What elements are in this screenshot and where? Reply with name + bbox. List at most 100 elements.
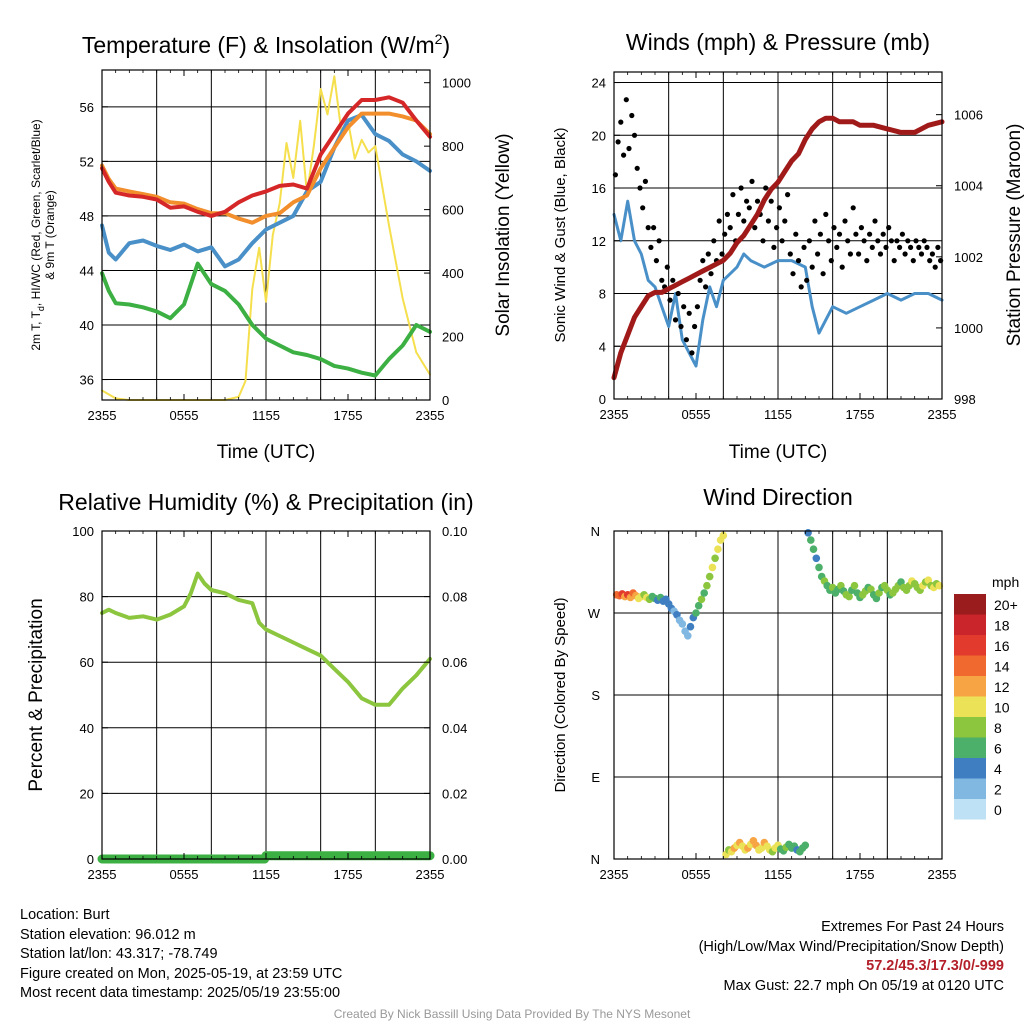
gust-point — [858, 225, 865, 231]
gust-point — [765, 218, 772, 224]
wind-direction-point — [850, 581, 859, 590]
legend-swatch — [954, 696, 986, 717]
y-tick-label: W — [588, 606, 601, 621]
gust-point — [752, 225, 758, 231]
x-tick-label: 0555 — [170, 408, 199, 423]
gust-point — [899, 231, 906, 237]
y2-tick-label: 600 — [442, 203, 464, 218]
gust-point — [905, 238, 911, 244]
y-tick-label: 52 — [80, 154, 94, 169]
y-tick-label: 16 — [592, 181, 606, 196]
gust-point — [877, 251, 884, 257]
gust-point — [705, 251, 711, 257]
gust-point — [697, 277, 703, 283]
gust-point — [637, 185, 643, 191]
humidity-plot-axes: 2355 0555 1155 1755 23550204060801000.000.02… — [72, 524, 467, 882]
direction-panel: Wind Direction 2355 0555 1155 1755 2355NESWN… — [552, 484, 1019, 882]
gust-point — [801, 244, 807, 250]
gust-point — [708, 271, 714, 277]
gust-point — [921, 238, 927, 244]
y2-tick-label: 0.10 — [442, 524, 467, 539]
dewpoint-line — [100, 261, 432, 378]
wind-direction-point — [684, 632, 692, 640]
heat-index-windchill-line — [100, 113, 432, 269]
temperature-2m-line — [100, 95, 432, 218]
gust-point — [763, 185, 769, 191]
gust-point — [640, 205, 646, 211]
gust-point — [749, 178, 755, 184]
legend-label: 20+ — [994, 597, 1018, 613]
legend-label: 18 — [994, 618, 1010, 634]
y2-tick-label: 998 — [954, 392, 976, 407]
gust-point — [689, 350, 695, 356]
humidity-panel-title: Relative Humidity (%) & Precipitation (i… — [58, 489, 473, 515]
gust-point — [700, 258, 706, 264]
gust-point — [735, 211, 742, 217]
gust-point — [795, 258, 802, 264]
temperature-ylabel-right: Solar Insolation (Yellow) — [493, 133, 514, 336]
sonic-wind-line — [612, 199, 944, 368]
wind-direction-point — [801, 841, 810, 850]
temperature-xlabel: Time (UTC) — [217, 442, 316, 463]
gust-point — [754, 198, 761, 204]
gust-point — [880, 231, 886, 237]
y2-tick-label: 400 — [442, 266, 464, 281]
gust-point — [927, 258, 933, 264]
station-info: Location: Burt Station elevation: 96.012… — [20, 906, 342, 1004]
gust-point — [913, 238, 919, 244]
wind-direction-point — [697, 595, 706, 604]
gust-point — [664, 264, 670, 270]
x-tick-label: 2355 — [928, 407, 957, 422]
recent-timestamp: Most recent data timestamp: 2025/05/19 2… — [20, 985, 341, 1001]
wind-direction-point — [694, 601, 703, 610]
gust-point — [703, 284, 709, 290]
gust-point — [670, 277, 676, 283]
figure-created: Figure created on Mon, 2025-05-19, at 23… — [20, 965, 343, 982]
y-tick-label: 24 — [592, 76, 606, 91]
gust-point — [847, 251, 854, 257]
gust-point — [924, 244, 930, 250]
y-tick-label: 0 — [599, 392, 606, 407]
direction-panel-title: Wind Direction — [703, 484, 853, 510]
x-tick-label: 0555 — [682, 867, 711, 882]
temperature-ylabel-left-line1: 2m T, Td, HI/WC (Red, Green, Scarlet/Blu… — [29, 119, 46, 350]
y-tick-label: S — [591, 688, 600, 703]
gust-point — [623, 97, 629, 103]
gust-point — [629, 112, 635, 119]
gust-point — [836, 231, 843, 237]
gust-point — [722, 231, 728, 237]
gust-point — [809, 264, 815, 270]
y-tick-label: 36 — [80, 373, 94, 388]
wind-direction-point — [711, 554, 719, 563]
gust-point — [678, 323, 684, 330]
direction-plot-points — [612, 529, 944, 859]
x-tick-label: 1155 — [764, 407, 792, 422]
temperature-ylabel-left-line2: & 9m T (Orange) — [43, 190, 57, 280]
gust-point — [724, 211, 731, 217]
gust-point — [659, 277, 665, 283]
legend-swatch — [954, 655, 986, 676]
gust-point — [681, 304, 687, 310]
legend-swatch — [954, 635, 986, 656]
gust-point — [853, 231, 859, 237]
gust-point — [910, 258, 916, 264]
legend-label: 0 — [994, 802, 1002, 818]
gust-point — [768, 198, 774, 204]
winds-plot-axes: 2355 0555 1155 1755 235504812162024998100010… — [592, 72, 983, 422]
gust-point — [826, 238, 832, 244]
wind-direction-point — [815, 563, 823, 572]
gust-point — [867, 231, 873, 237]
gust-point — [902, 251, 908, 257]
gust-point — [653, 258, 660, 264]
extremes-info: Extremes For Past 24 Hours (High/Low/Max… — [699, 918, 1004, 996]
relative-humidity-line — [100, 571, 432, 707]
y2-tick-label: 1002 — [954, 250, 983, 265]
extremes-values: 57.2/45.3/17.3/0/-999 — [866, 958, 1004, 974]
gust-point — [864, 258, 870, 264]
gust-point — [935, 244, 941, 250]
y-tick-label: 40 — [80, 721, 94, 736]
gust-point — [692, 323, 698, 330]
gust-point — [918, 251, 925, 257]
y2-tick-label: 200 — [442, 330, 464, 345]
